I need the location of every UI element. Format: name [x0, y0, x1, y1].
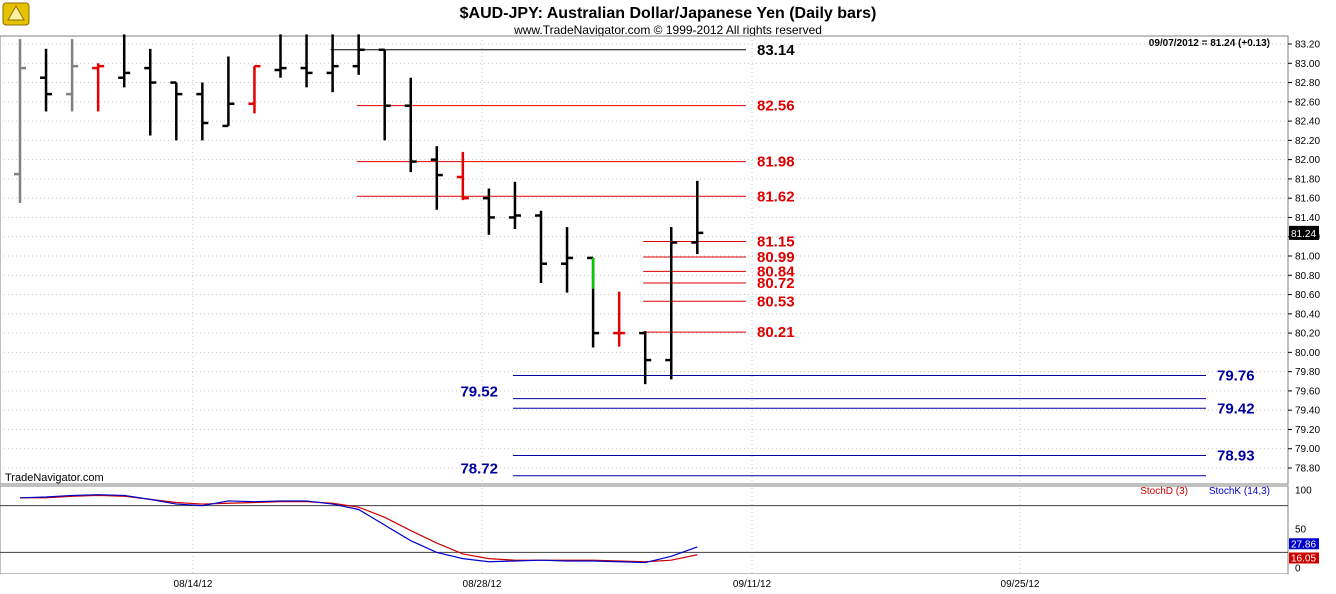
- y-tick-label: 83.20: [1295, 40, 1320, 51]
- last-price-label: 81.24: [1291, 229, 1316, 240]
- stoch-y-tick-label: 100: [1295, 486, 1312, 497]
- level-label: 80.99: [757, 249, 795, 266]
- legend-stoch-k: StochK (14,3): [1209, 486, 1270, 497]
- y-tick-label: 83.00: [1295, 59, 1320, 70]
- level-label: 79.76: [1217, 367, 1255, 384]
- copyright-text: www.TradeNavigator.com © 1999-2012 All r…: [513, 23, 822, 37]
- y-tick-label: 82.20: [1295, 136, 1320, 147]
- level-label: 79.42: [1217, 400, 1255, 417]
- level-label: 81.98: [757, 154, 795, 171]
- stochastic-lines: 100 50 0 StochD (3) StochK (14,3) 27.86 16.05: [0, 486, 1319, 575]
- level-label: 83.14: [757, 42, 795, 59]
- stoch-y-tick-label: 50: [1295, 525, 1307, 536]
- y-tick-label: 82.60: [1295, 97, 1320, 108]
- stoch-k-last-label: 27.86: [1291, 539, 1316, 550]
- level-label: 82.56: [757, 98, 795, 115]
- grid: [0, 36, 1288, 574]
- level-label: 80.84: [757, 263, 795, 280]
- y-tick-label: 79.40: [1295, 406, 1320, 417]
- x-tick-label: 08/28/12: [463, 579, 502, 590]
- chart-title: $AUD-JPY: Australian Dollar/Japanese Yen…: [460, 5, 877, 22]
- stoch-y-tick-label: 0: [1295, 564, 1301, 575]
- level-label: 80.72: [757, 275, 795, 292]
- y-tick-label: 82.40: [1295, 117, 1320, 128]
- y-tick-label: 81.60: [1295, 194, 1320, 205]
- brand-watermark: TradeNavigator.com: [5, 472, 104, 484]
- y-tick-label: 80.60: [1295, 290, 1320, 301]
- y-tick-label: 82.00: [1295, 155, 1320, 166]
- x-tick-label: 09/11/12: [733, 579, 772, 590]
- last-price-box: [1289, 225, 1319, 240]
- y-tick-label: 80.20: [1295, 329, 1320, 340]
- level-label: 78.72: [460, 461, 498, 478]
- y-tick-label: 81.80: [1295, 174, 1320, 185]
- stoch-d-last-box: [1289, 552, 1319, 564]
- price-bars: [14, 34, 704, 385]
- level-label: 78.93: [1217, 447, 1255, 464]
- y-tick-label: 79.00: [1295, 444, 1320, 455]
- y-tick-label: 81.00: [1295, 252, 1320, 263]
- last-quote: 09/07/2012 = 81.24 (+0.13): [1149, 38, 1270, 49]
- x-axis-band: [0, 574, 1288, 594]
- y-tick-label: 80.40: [1295, 309, 1320, 320]
- x-tick-label: 09/25/12: [1001, 579, 1040, 590]
- y-tick-label: 79.60: [1295, 386, 1320, 397]
- y-tick-label: 82.80: [1295, 78, 1320, 89]
- y-tick-label: 80.80: [1295, 271, 1320, 282]
- y-tick-label: 79.20: [1295, 425, 1320, 436]
- x-tick-label: 08/14/12: [174, 579, 213, 590]
- level-label: 79.52: [460, 384, 498, 401]
- y-tick-label: 79.80: [1295, 367, 1320, 378]
- stoch-k-last-box: [1289, 538, 1319, 550]
- projection-levels: 83.14 82.56 81.98 81.62 81.1580.9980.8480.72…: [330, 42, 1255, 478]
- y-tick-label: 81.40: [1295, 213, 1320, 224]
- y-tick-label: 78.80: [1295, 464, 1320, 475]
- level-label: 81.62: [757, 188, 795, 205]
- level-label: 80.53: [757, 293, 795, 310]
- stoch-series-line: [19, 494, 698, 564]
- price-panel-frame: [0, 35, 1289, 485]
- y-tick-label: 80.00: [1295, 348, 1320, 359]
- level-label: 80.21: [757, 324, 795, 341]
- axes: 83.20 83.00 82.80 82.60 82.40 82.20 82.00 81.80…: [174, 40, 1321, 591]
- level-label: 81.15: [757, 234, 795, 251]
- legend-stoch-d: StochD (3): [1140, 486, 1188, 497]
- stoch-d-last-label: 16.05: [1291, 553, 1316, 564]
- trade-navigator-logo-icon: [2, 2, 30, 26]
